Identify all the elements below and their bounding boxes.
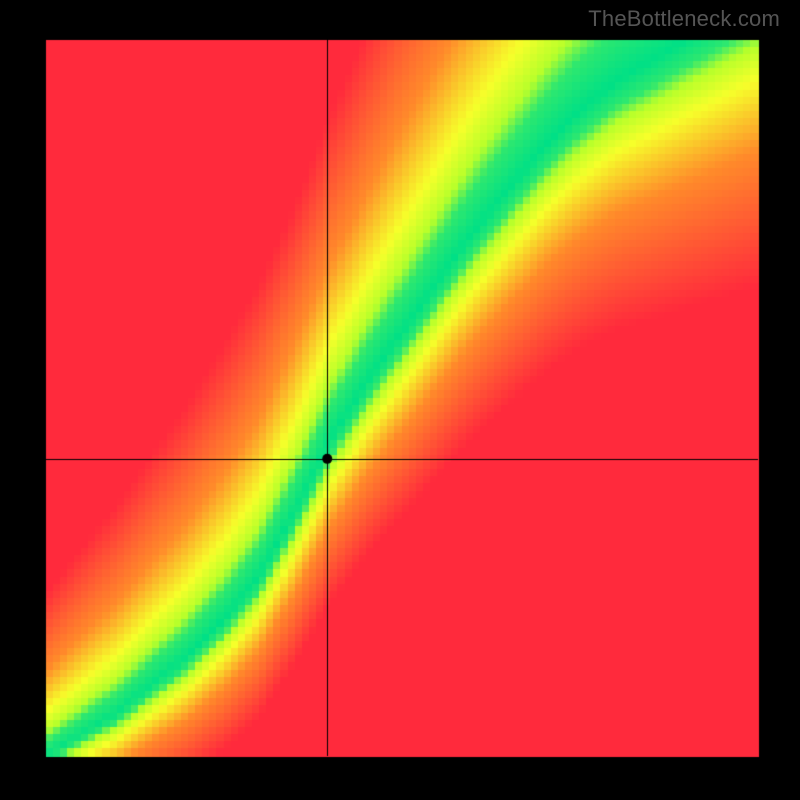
bottleneck-heatmap — [0, 0, 800, 800]
watermark-text: TheBottleneck.com — [588, 6, 780, 32]
